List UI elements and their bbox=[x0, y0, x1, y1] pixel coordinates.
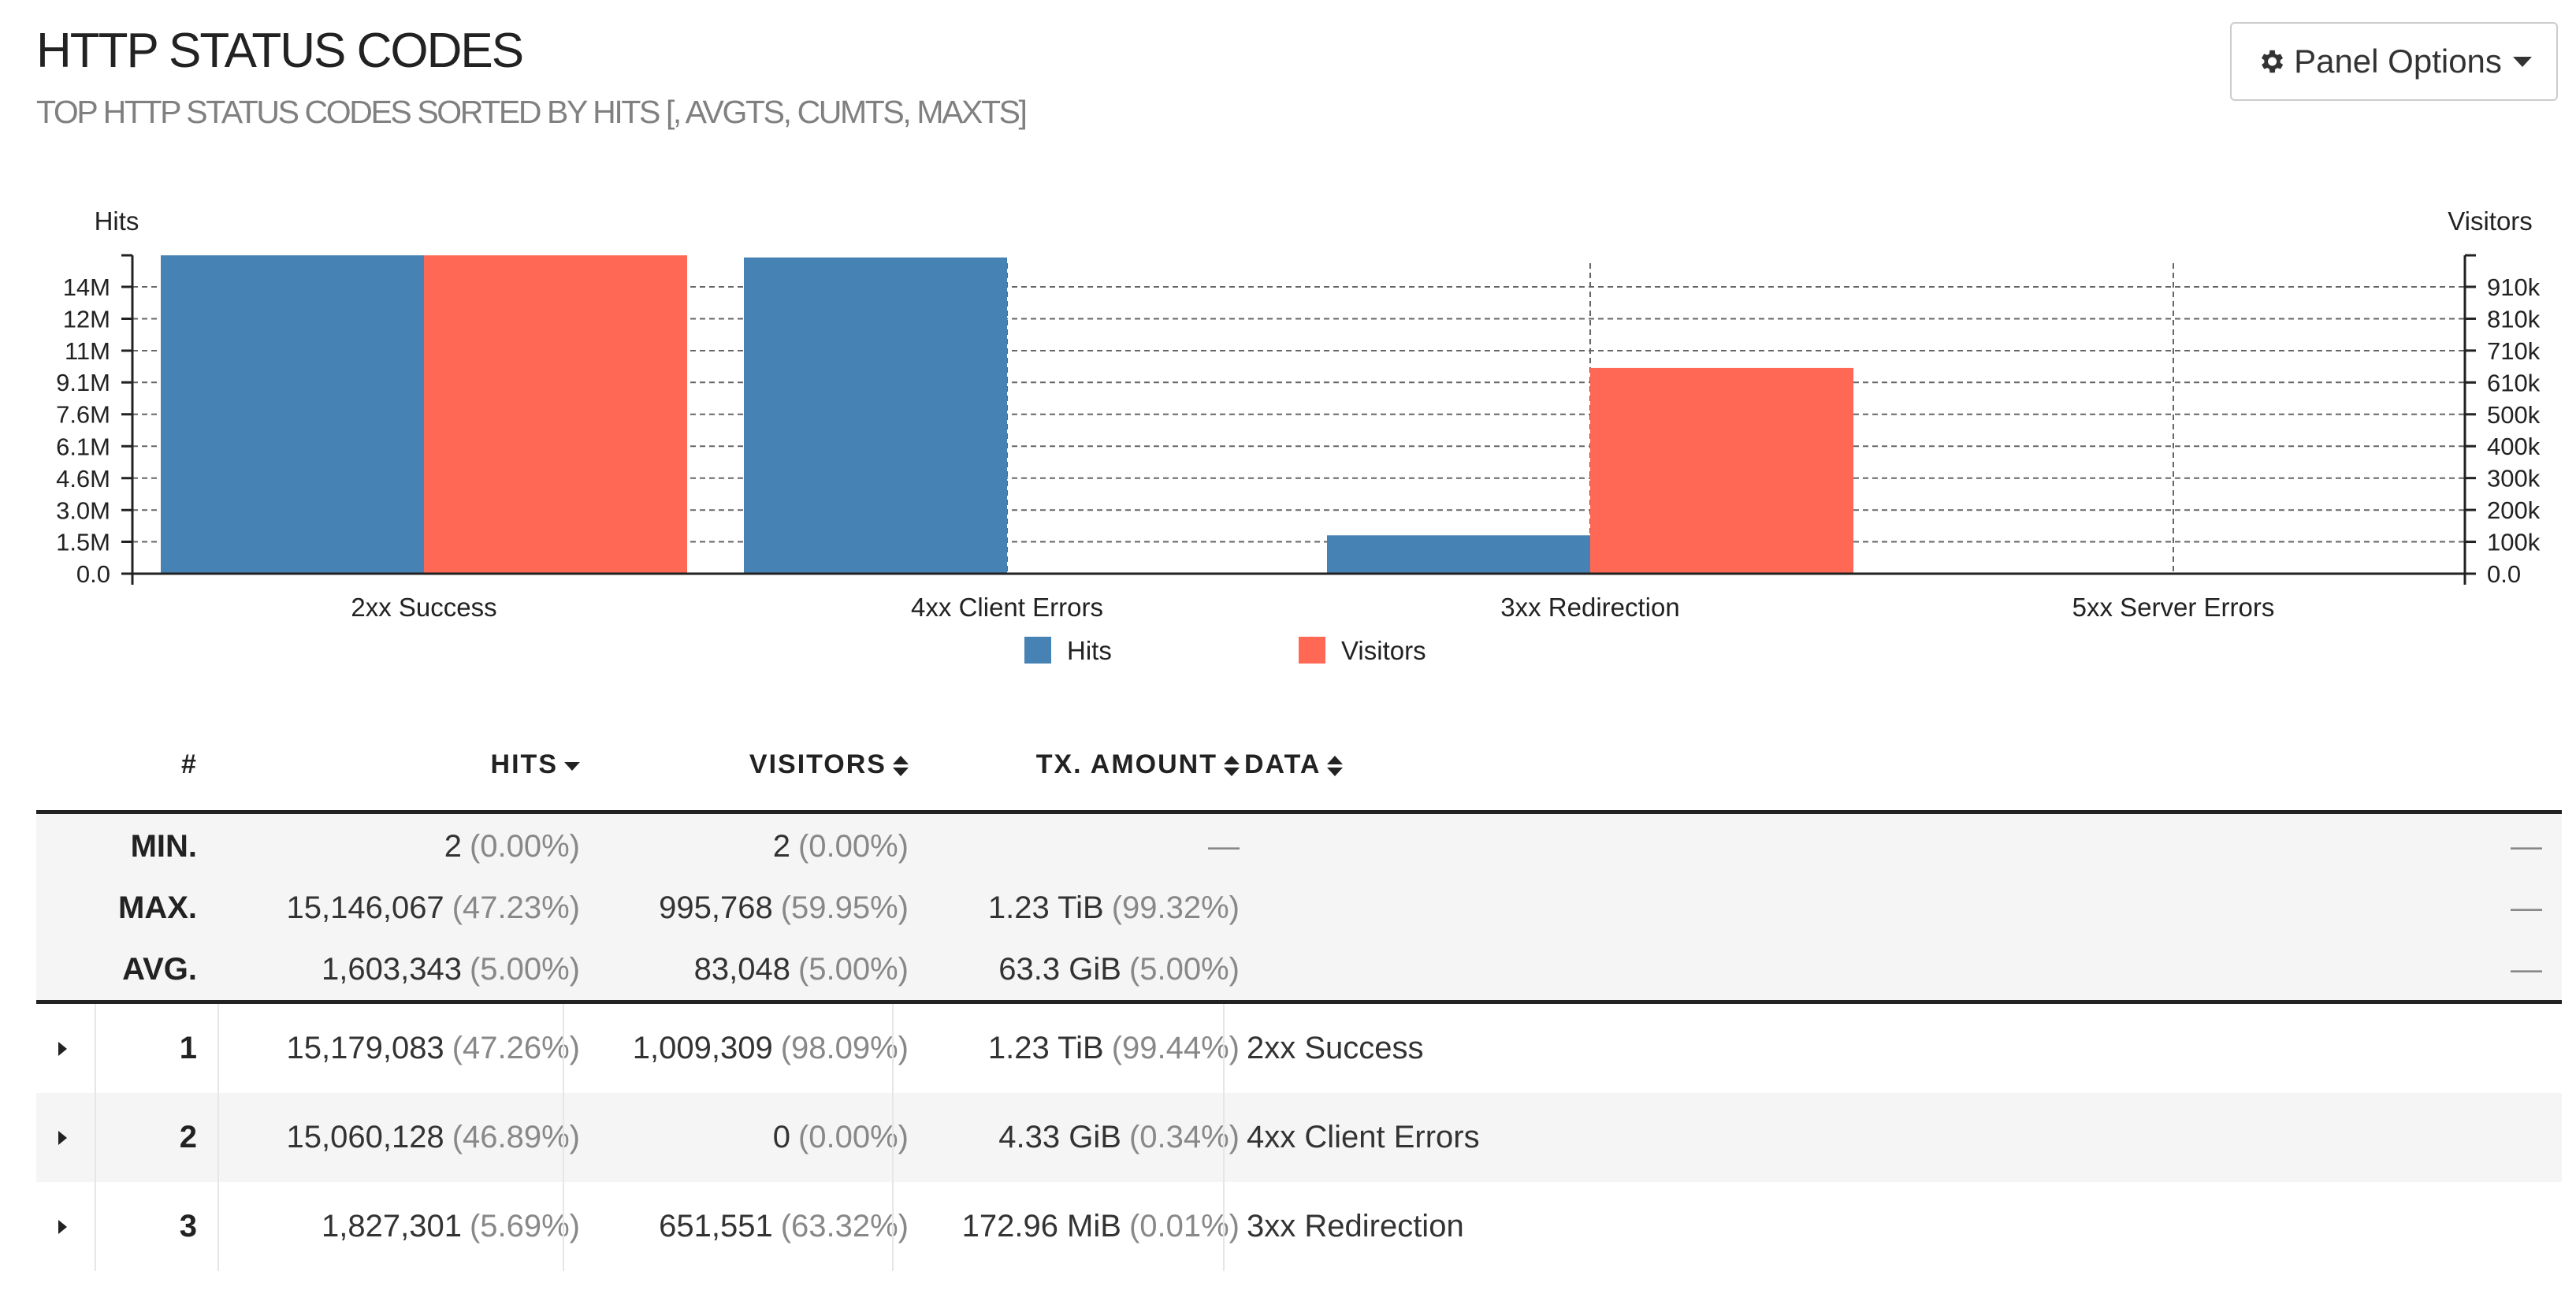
x-tick-label: 2xx Success bbox=[351, 593, 496, 622]
row-hits: 15,060,128 (46.89%) bbox=[286, 1120, 580, 1154]
summary-row-max: MAX. 15,146,067 (47.23%) 995,768 (59.95%) … bbox=[36, 877, 2562, 939]
status-codes-chart: 0.0 1.5M 3.0M 4.6M 6.1M 7.6M 9.1M 11M 12M 14M 0.0 1… bbox=[56, 206, 2541, 665]
summary-visitors: 2 (0.00%) bbox=[772, 828, 909, 864]
col-header-hits[interactable]: HITS bbox=[491, 749, 580, 780]
summary-hits: 15,146,067 (47.23%) bbox=[286, 890, 580, 925]
summary-hits: 1,603,343 (5.00%) bbox=[321, 951, 580, 987]
y-right-tick-label: 810k bbox=[2487, 305, 2541, 333]
row-hits: 15,179,083 (47.26%) bbox=[286, 1031, 580, 1065]
summary-tx-amount: 63.3 GiB (5.00%) bbox=[998, 951, 1240, 987]
legend-swatch-hits[interactable] bbox=[1024, 637, 1051, 664]
bar-hits-2[interactable] bbox=[744, 257, 1007, 574]
summary-tx-amount: — bbox=[1208, 828, 1240, 864]
summary-label: MIN. bbox=[130, 828, 197, 864]
y-left-tick-label: 7.6M bbox=[56, 401, 110, 429]
summary-divider bbox=[36, 1000, 2562, 1004]
row-visitors: 651,551 (63.32%) bbox=[659, 1209, 909, 1244]
y-right-tick-label: 500k bbox=[2487, 401, 2541, 429]
y-left-tick-label: 0.0 bbox=[76, 560, 110, 588]
panel-options-label: Panel Options bbox=[2294, 43, 2502, 80]
y-left-tick-label: 12M bbox=[63, 306, 110, 333]
summary-data: — bbox=[2511, 828, 2542, 864]
row-hits: 1,827,301 (5.69%) bbox=[321, 1209, 580, 1244]
sort-icon bbox=[1327, 756, 1344, 777]
summary-visitors: 83,048 (5.00%) bbox=[693, 951, 909, 987]
y-right-tick-label: 710k bbox=[2487, 337, 2541, 365]
y-right-tick-label: 300k bbox=[2487, 465, 2541, 493]
summary-row-min: MIN. 2 (0.00%) 2 (0.00%) — — bbox=[36, 816, 2562, 877]
col-header-tx-amount[interactable]: TX. AMOUNT bbox=[1036, 749, 1240, 780]
sort-icon bbox=[893, 756, 909, 777]
y-left-tick-label: 6.1M bbox=[56, 433, 110, 460]
summary-rows: MIN. 2 (0.00%) 2 (0.00%) — — MAX. 15,146,0… bbox=[36, 814, 2562, 944]
row-data: 3xx Redirection bbox=[1247, 1209, 1464, 1244]
page-subtitle: TOP HTTP STATUS CODES SORTED BY HITS [, … bbox=[36, 94, 1028, 130]
x-tick-label: 4xx Client Errors bbox=[911, 593, 1103, 622]
row-tx-amount: 4.33 GiB (0.34%) bbox=[998, 1120, 1240, 1154]
legend-label-hits[interactable]: Hits bbox=[1067, 636, 1112, 665]
y-left-tick-label: 4.6M bbox=[56, 465, 110, 493]
summary-tx-amount: 1.23 TiB (99.32%) bbox=[987, 890, 1240, 925]
y-left-tick-label: 1.5M bbox=[56, 528, 110, 556]
y-right-tick-label: 0.0 bbox=[2487, 560, 2521, 588]
y-right-tick-label: 910k bbox=[2487, 273, 2541, 301]
row-number: 1 bbox=[179, 1031, 197, 1065]
row-number: 2 bbox=[179, 1120, 197, 1154]
bar-visitors-3[interactable] bbox=[1590, 367, 1853, 574]
y-left-tick-label: 9.1M bbox=[56, 369, 110, 396]
y-left-tick-label: 3.0M bbox=[56, 496, 110, 524]
x-tick-label: 3xx Redirection bbox=[1500, 593, 1679, 622]
bar-hits-3[interactable] bbox=[1327, 535, 1590, 574]
caret-down-icon bbox=[2512, 56, 2532, 67]
summary-data: — bbox=[2511, 951, 2542, 987]
summary-label: AVG. bbox=[122, 951, 197, 987]
y-right-tick-label: 400k bbox=[2487, 433, 2541, 460]
y-left-tick-label: 14M bbox=[63, 273, 110, 301]
expand-row-icon[interactable] bbox=[58, 1004, 67, 1093]
table-row[interactable]: 3 1,827,301 (5.69%) 651,551 (63.32%) 172.9… bbox=[36, 1182, 2562, 1271]
summary-hits: 2 (0.00%) bbox=[444, 828, 580, 864]
panel-options-button[interactable]: Panel Options bbox=[2230, 22, 2558, 101]
expand-row-icon[interactable] bbox=[58, 1182, 67, 1271]
page-title: HTTP STATUS CODES bbox=[36, 24, 524, 78]
legend-label-visitors[interactable]: Visitors bbox=[1341, 636, 1426, 665]
row-data: 2xx Success bbox=[1247, 1031, 1424, 1065]
bar-hits-1[interactable] bbox=[161, 255, 424, 574]
sort-icon bbox=[1224, 756, 1240, 777]
col-header-num: # bbox=[181, 749, 198, 779]
expand-row-icon[interactable] bbox=[58, 1093, 67, 1182]
x-tick-label: 5xx Server Errors bbox=[2072, 593, 2275, 622]
y-left-tick-label: 11M bbox=[65, 337, 110, 365]
col-header-visitors[interactable]: VISITORS bbox=[749, 749, 909, 780]
table-row[interactable]: 2 15,060,128 (46.89%) 0 (0.00%) 4.33 GiB (0… bbox=[36, 1093, 2562, 1182]
y-right-axis-label: Visitors bbox=[2448, 206, 2533, 236]
summary-visitors: 995,768 (59.95%) bbox=[659, 890, 909, 925]
y-right-tick-label: 100k bbox=[2487, 529, 2541, 556]
y-right-tick-label: 200k bbox=[2487, 496, 2541, 524]
table-row[interactable]: 1 15,179,083 (47.26%) 1,009,309 (98.09%) 1… bbox=[36, 1004, 2562, 1093]
y-left-axis-label: Hits bbox=[95, 206, 139, 236]
summary-row-avg: AVG. 1,603,343 (5.00%) 83,048 (5.00%) 63.3… bbox=[36, 939, 2562, 1000]
summary-label: MAX. bbox=[118, 890, 197, 925]
bar-visitors-1[interactable] bbox=[424, 255, 687, 574]
row-tx-amount: 1.23 TiB (99.44%) bbox=[987, 1031, 1240, 1065]
legend-swatch-visitors[interactable] bbox=[1299, 637, 1325, 664]
summary-data: — bbox=[2511, 890, 2542, 925]
row-visitors: 1,009,309 (98.09%) bbox=[632, 1031, 909, 1065]
row-data: 4xx Client Errors bbox=[1247, 1120, 1480, 1154]
y-right-tick-label: 610k bbox=[2487, 369, 2541, 396]
row-visitors: 0 (0.00%) bbox=[772, 1120, 909, 1154]
gear-icon bbox=[2262, 50, 2284, 73]
col-header-data[interactable]: DATA bbox=[1244, 749, 1344, 780]
table-header-row: # HITS VISITORS TX. AMOUNT DATA bbox=[36, 721, 2562, 814]
row-tx-amount: 172.96 MiB (0.01%) bbox=[961, 1209, 1240, 1244]
row-number: 3 bbox=[179, 1209, 197, 1244]
sort-desc-icon bbox=[564, 761, 580, 771]
